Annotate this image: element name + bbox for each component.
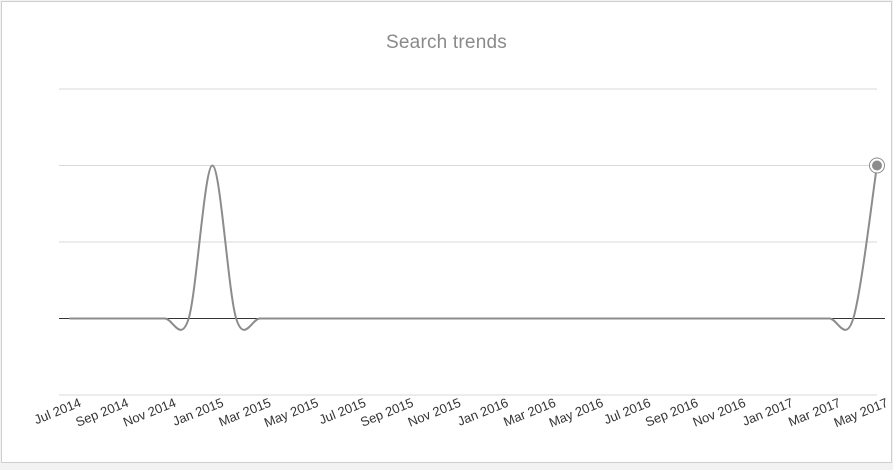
- series-layer: [69, 164, 878, 331]
- x-tick-label: Nov 2014: [121, 395, 178, 430]
- chart-title: Search trends: [386, 32, 507, 53]
- series-line-0: [69, 164, 878, 331]
- x-tick-label: Jan 2015: [170, 395, 225, 429]
- x-tick-label: Sep 2014: [73, 395, 130, 430]
- x-tick-label: May 2015: [262, 395, 321, 430]
- x-tick-label: May 2016: [547, 395, 606, 430]
- data-point-last-ring: [869, 157, 885, 174]
- x-tick-label: Jan 2016: [455, 395, 510, 429]
- point-layer: [869, 157, 885, 174]
- data-point-last: [870, 158, 884, 173]
- x-tick-label: Nov 2015: [406, 395, 463, 430]
- x-tick-label: Sep 2015: [358, 395, 415, 430]
- x-tick-label: May 2017: [832, 395, 891, 430]
- x-tick-label: Sep 2016: [643, 395, 700, 430]
- x-tick-label: Jan 2017: [740, 395, 795, 429]
- x-tick-label: Nov 2016: [690, 395, 747, 430]
- gridlines: [59, 88, 877, 396]
